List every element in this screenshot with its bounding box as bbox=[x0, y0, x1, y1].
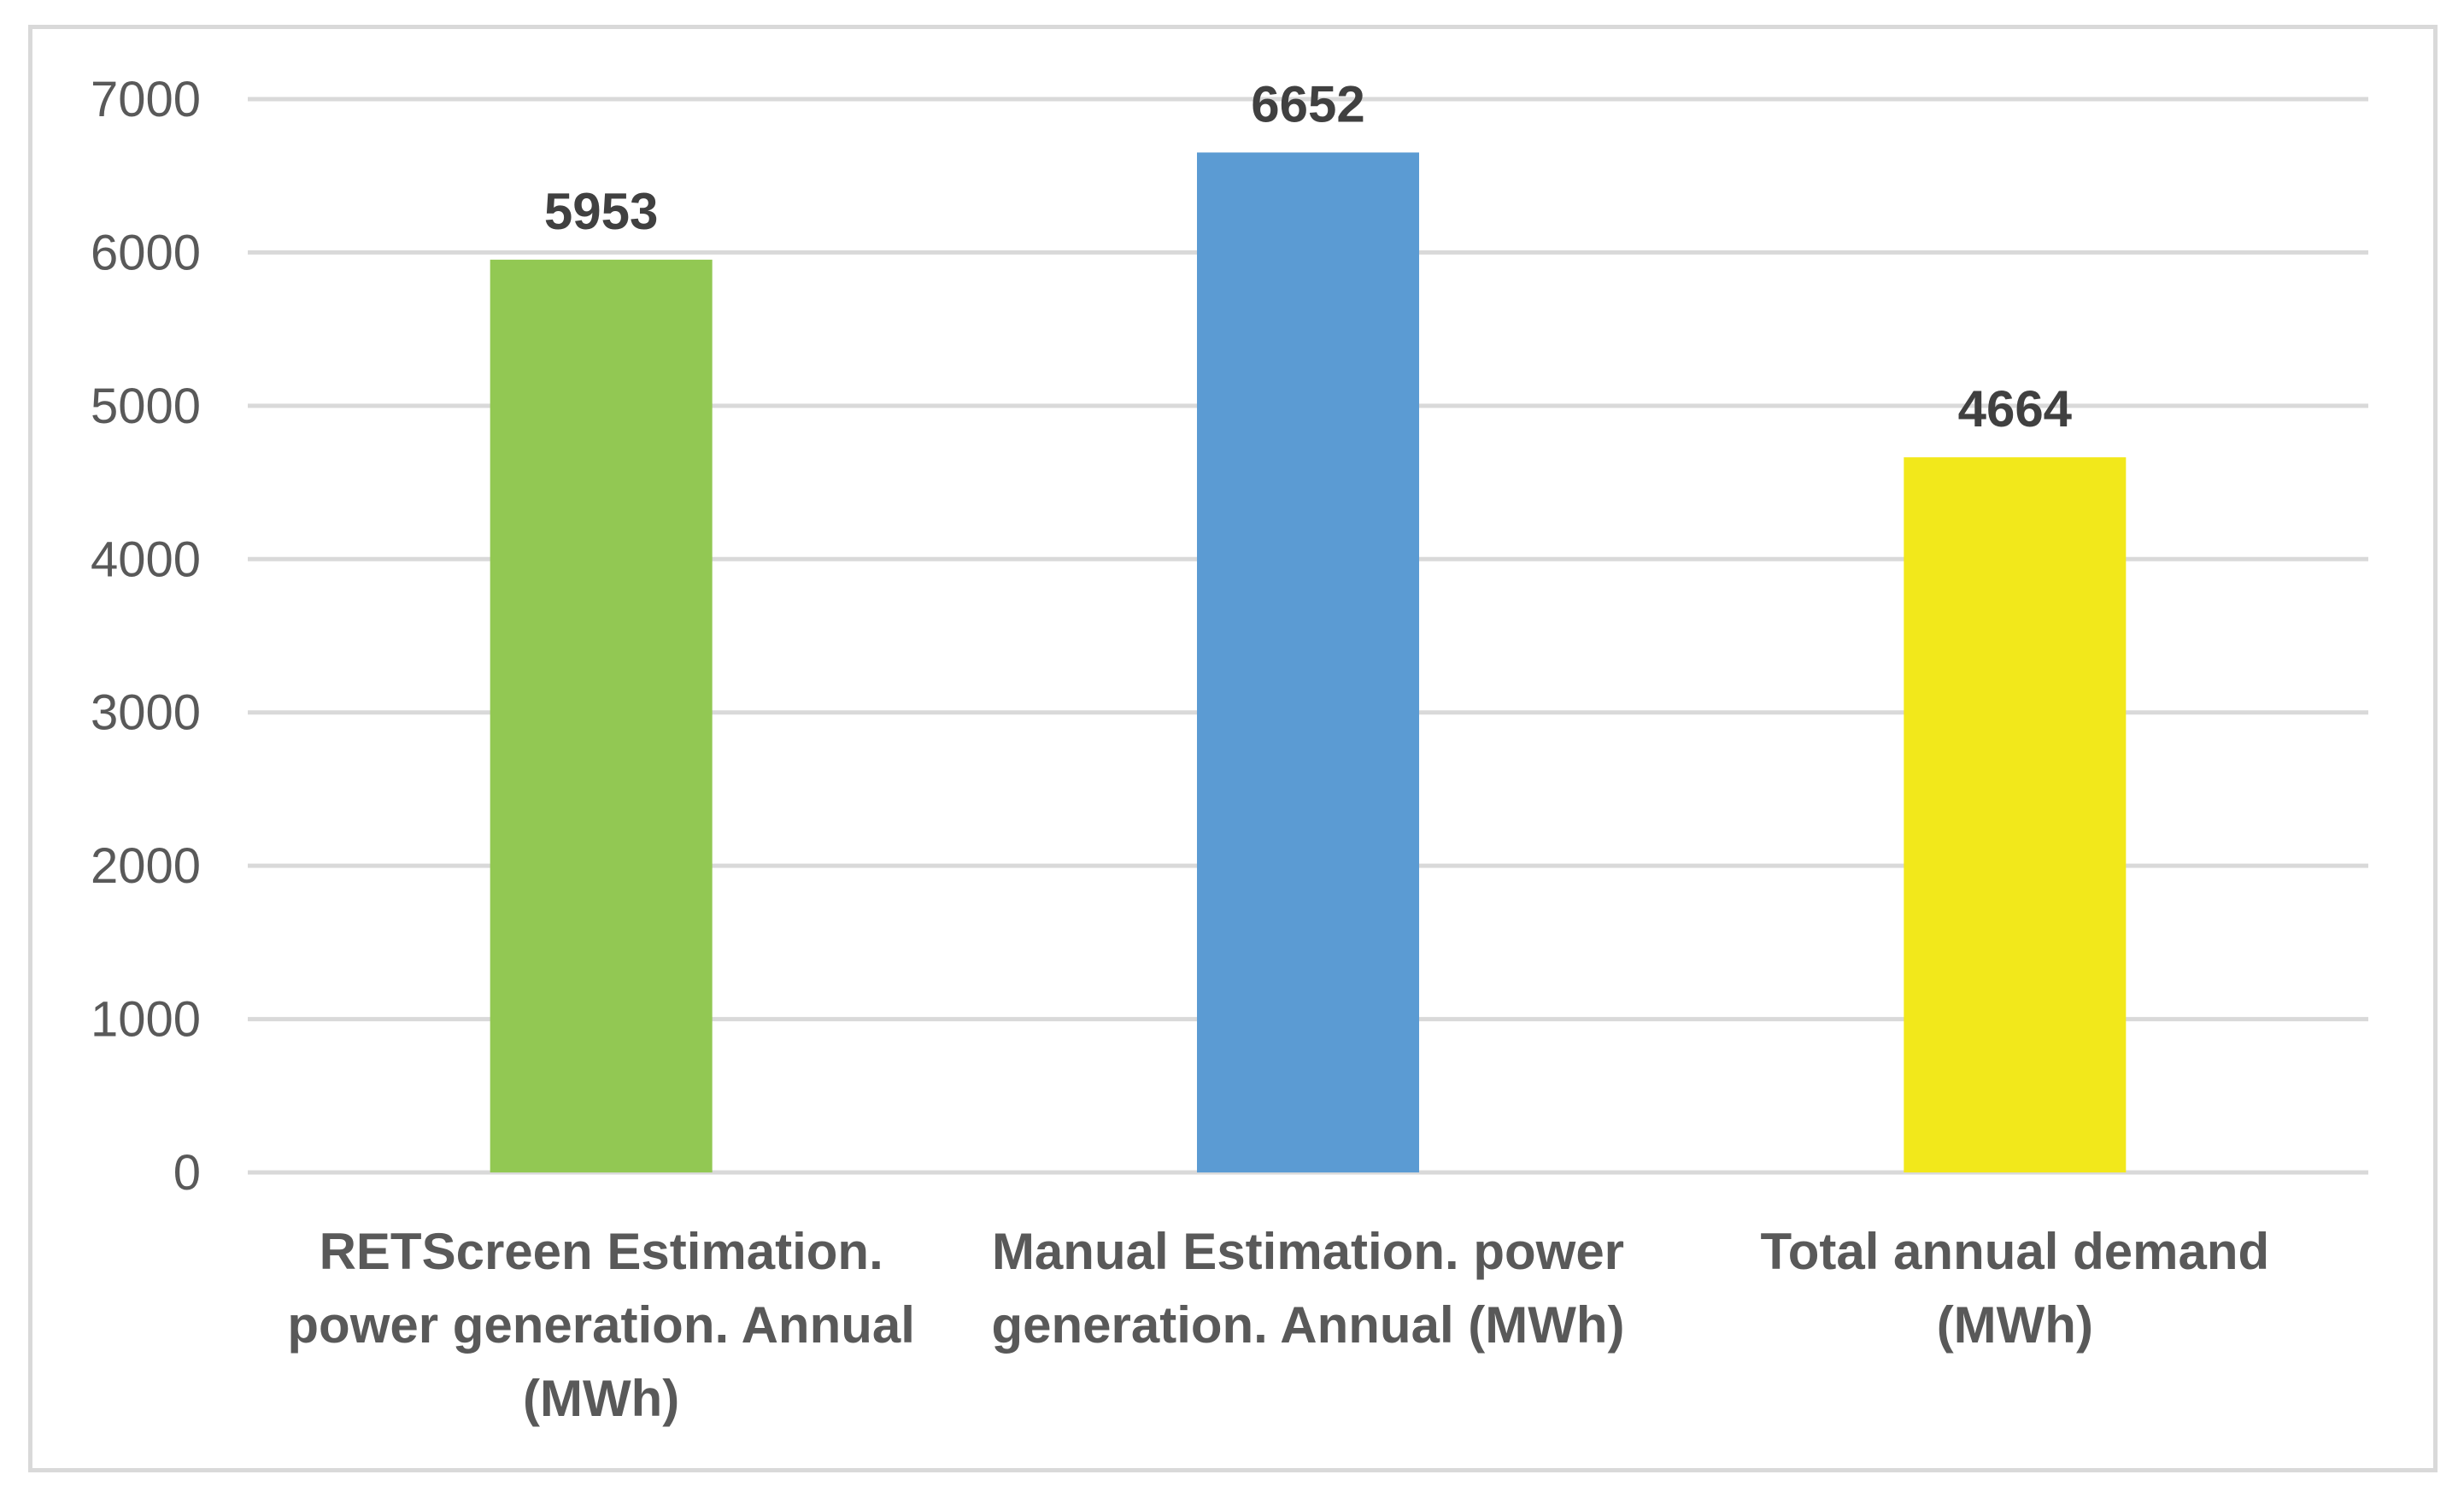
category-label-line: generation. Annual (MWh) bbox=[991, 1296, 1624, 1354]
data-label-2: 6652 bbox=[1251, 75, 1364, 132]
y-tick-label: 0 bbox=[173, 1145, 201, 1201]
bar-3 bbox=[1904, 457, 2127, 1172]
y-tick-label: 4000 bbox=[91, 532, 201, 587]
y-tick-label: 6000 bbox=[91, 225, 201, 280]
y-tick-label: 3000 bbox=[91, 685, 201, 741]
bar-2 bbox=[1197, 152, 1419, 1172]
category-label-line: RETScreen Estimation. bbox=[320, 1223, 883, 1280]
category-label-1: RETScreen Estimation. power generation. A… bbox=[287, 1223, 915, 1427]
y-tick-label: 1000 bbox=[91, 992, 201, 1048]
y-tick-label: 2000 bbox=[91, 838, 201, 894]
category-label-3: Total annual demand (MWh) bbox=[1761, 1223, 2270, 1354]
bars bbox=[490, 152, 2127, 1173]
y-axis-ticks: 0 1000 2000 3000 4000 5000 6000 7000 bbox=[91, 72, 201, 1201]
category-label-line: (MWh) bbox=[1937, 1296, 2093, 1354]
category-label-2: Manual Estimation. power generation. Annu… bbox=[991, 1223, 1624, 1354]
category-label-line: power generation. Annual bbox=[287, 1296, 915, 1354]
bar-1 bbox=[490, 259, 713, 1173]
category-label-line: (MWh) bbox=[523, 1370, 679, 1427]
data-labels: 5953 6652 4664 bbox=[544, 75, 2073, 438]
data-label-3: 4664 bbox=[1958, 380, 2073, 438]
category-label-line: Total annual demand bbox=[1761, 1223, 2270, 1280]
data-label-1: 5953 bbox=[544, 183, 658, 240]
category-label-line: Manual Estimation. power bbox=[992, 1223, 1624, 1280]
y-tick-label: 5000 bbox=[91, 379, 201, 434]
y-tick-label: 7000 bbox=[91, 72, 201, 127]
x-axis-categories: RETScreen Estimation. power generation. A… bbox=[287, 1223, 2269, 1427]
